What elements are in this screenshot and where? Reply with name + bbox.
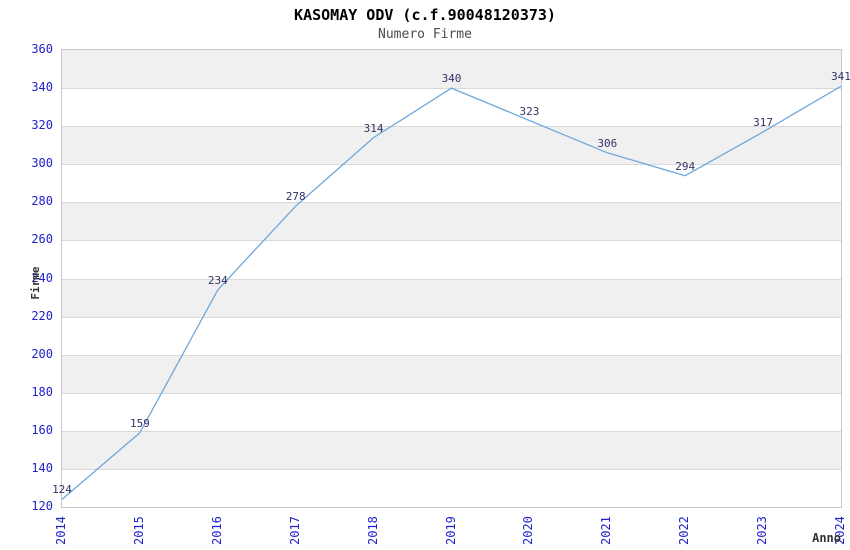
gridline (62, 164, 841, 166)
x-tick-label: 2022 (677, 516, 692, 545)
x-tick-label: 2020 (521, 516, 536, 545)
data-point-label: 323 (519, 104, 540, 118)
y-tick-label: 220 (31, 308, 53, 323)
gridline (62, 240, 841, 242)
chart-title: KASOMAY ODV (c.f.90048120373) (294, 6, 556, 24)
plot-band (62, 430, 841, 469)
data-point-label: 278 (285, 190, 306, 204)
plot-band (62, 278, 841, 317)
data-point-label: 314 (363, 121, 384, 135)
x-tick-label: 2021 (599, 516, 614, 545)
gridline (62, 468, 841, 470)
x-tick-label: 2019 (443, 516, 458, 545)
y-tick-label: 240 (31, 270, 53, 285)
y-tick-label: 320 (31, 118, 53, 133)
gridline (62, 430, 841, 432)
series-line-svg (61, 85, 842, 500)
x-tick-label: 2017 (287, 516, 302, 545)
chart-subtitle: Numero Firme (378, 27, 472, 42)
y-tick-label: 160 (31, 422, 53, 437)
gridline (62, 278, 841, 280)
data-point-label: 234 (207, 273, 228, 287)
y-tick-label: 120 (31, 499, 53, 513)
y-tick-label: 180 (31, 384, 53, 399)
data-point-label: 341 (831, 70, 850, 84)
y-tick-label: 260 (31, 232, 53, 247)
y-tick-label: 340 (31, 80, 53, 95)
x-axis-title: Anno (812, 531, 841, 545)
data-point-label: 294 (675, 159, 696, 173)
data-point-label: 306 (597, 136, 618, 150)
gridline (62, 316, 841, 318)
y-tick-label: 280 (31, 194, 53, 209)
series-line (61, 85, 842, 500)
gridline (62, 126, 841, 128)
y-tick-label: 200 (31, 346, 53, 361)
data-point-label: 159 (129, 416, 150, 430)
y-tick-label: 360 (31, 42, 53, 56)
plot-band (62, 126, 841, 165)
x-tick-label: 2015 (131, 516, 146, 545)
x-tick-label: 2016 (209, 516, 224, 545)
gridline (62, 354, 841, 356)
data-point-label: 317 (753, 115, 774, 129)
plot-band (62, 354, 841, 393)
gridline (62, 202, 841, 204)
y-tick-label: 140 (31, 460, 53, 475)
plot-area: 124 159 234 278 314 340 323 306 294 317 341 (52, 49, 850, 508)
y-axis-title: Firme (29, 266, 42, 300)
x-tick-label: 2018 (365, 516, 380, 545)
plot-band (62, 50, 841, 89)
plot-band (62, 202, 841, 241)
gridline (62, 392, 841, 394)
y-tick-label: 300 (31, 156, 53, 171)
data-point-label: 124 (52, 483, 72, 497)
data-point-label: 340 (441, 72, 462, 86)
x-tick-label: 2014 (54, 516, 68, 545)
